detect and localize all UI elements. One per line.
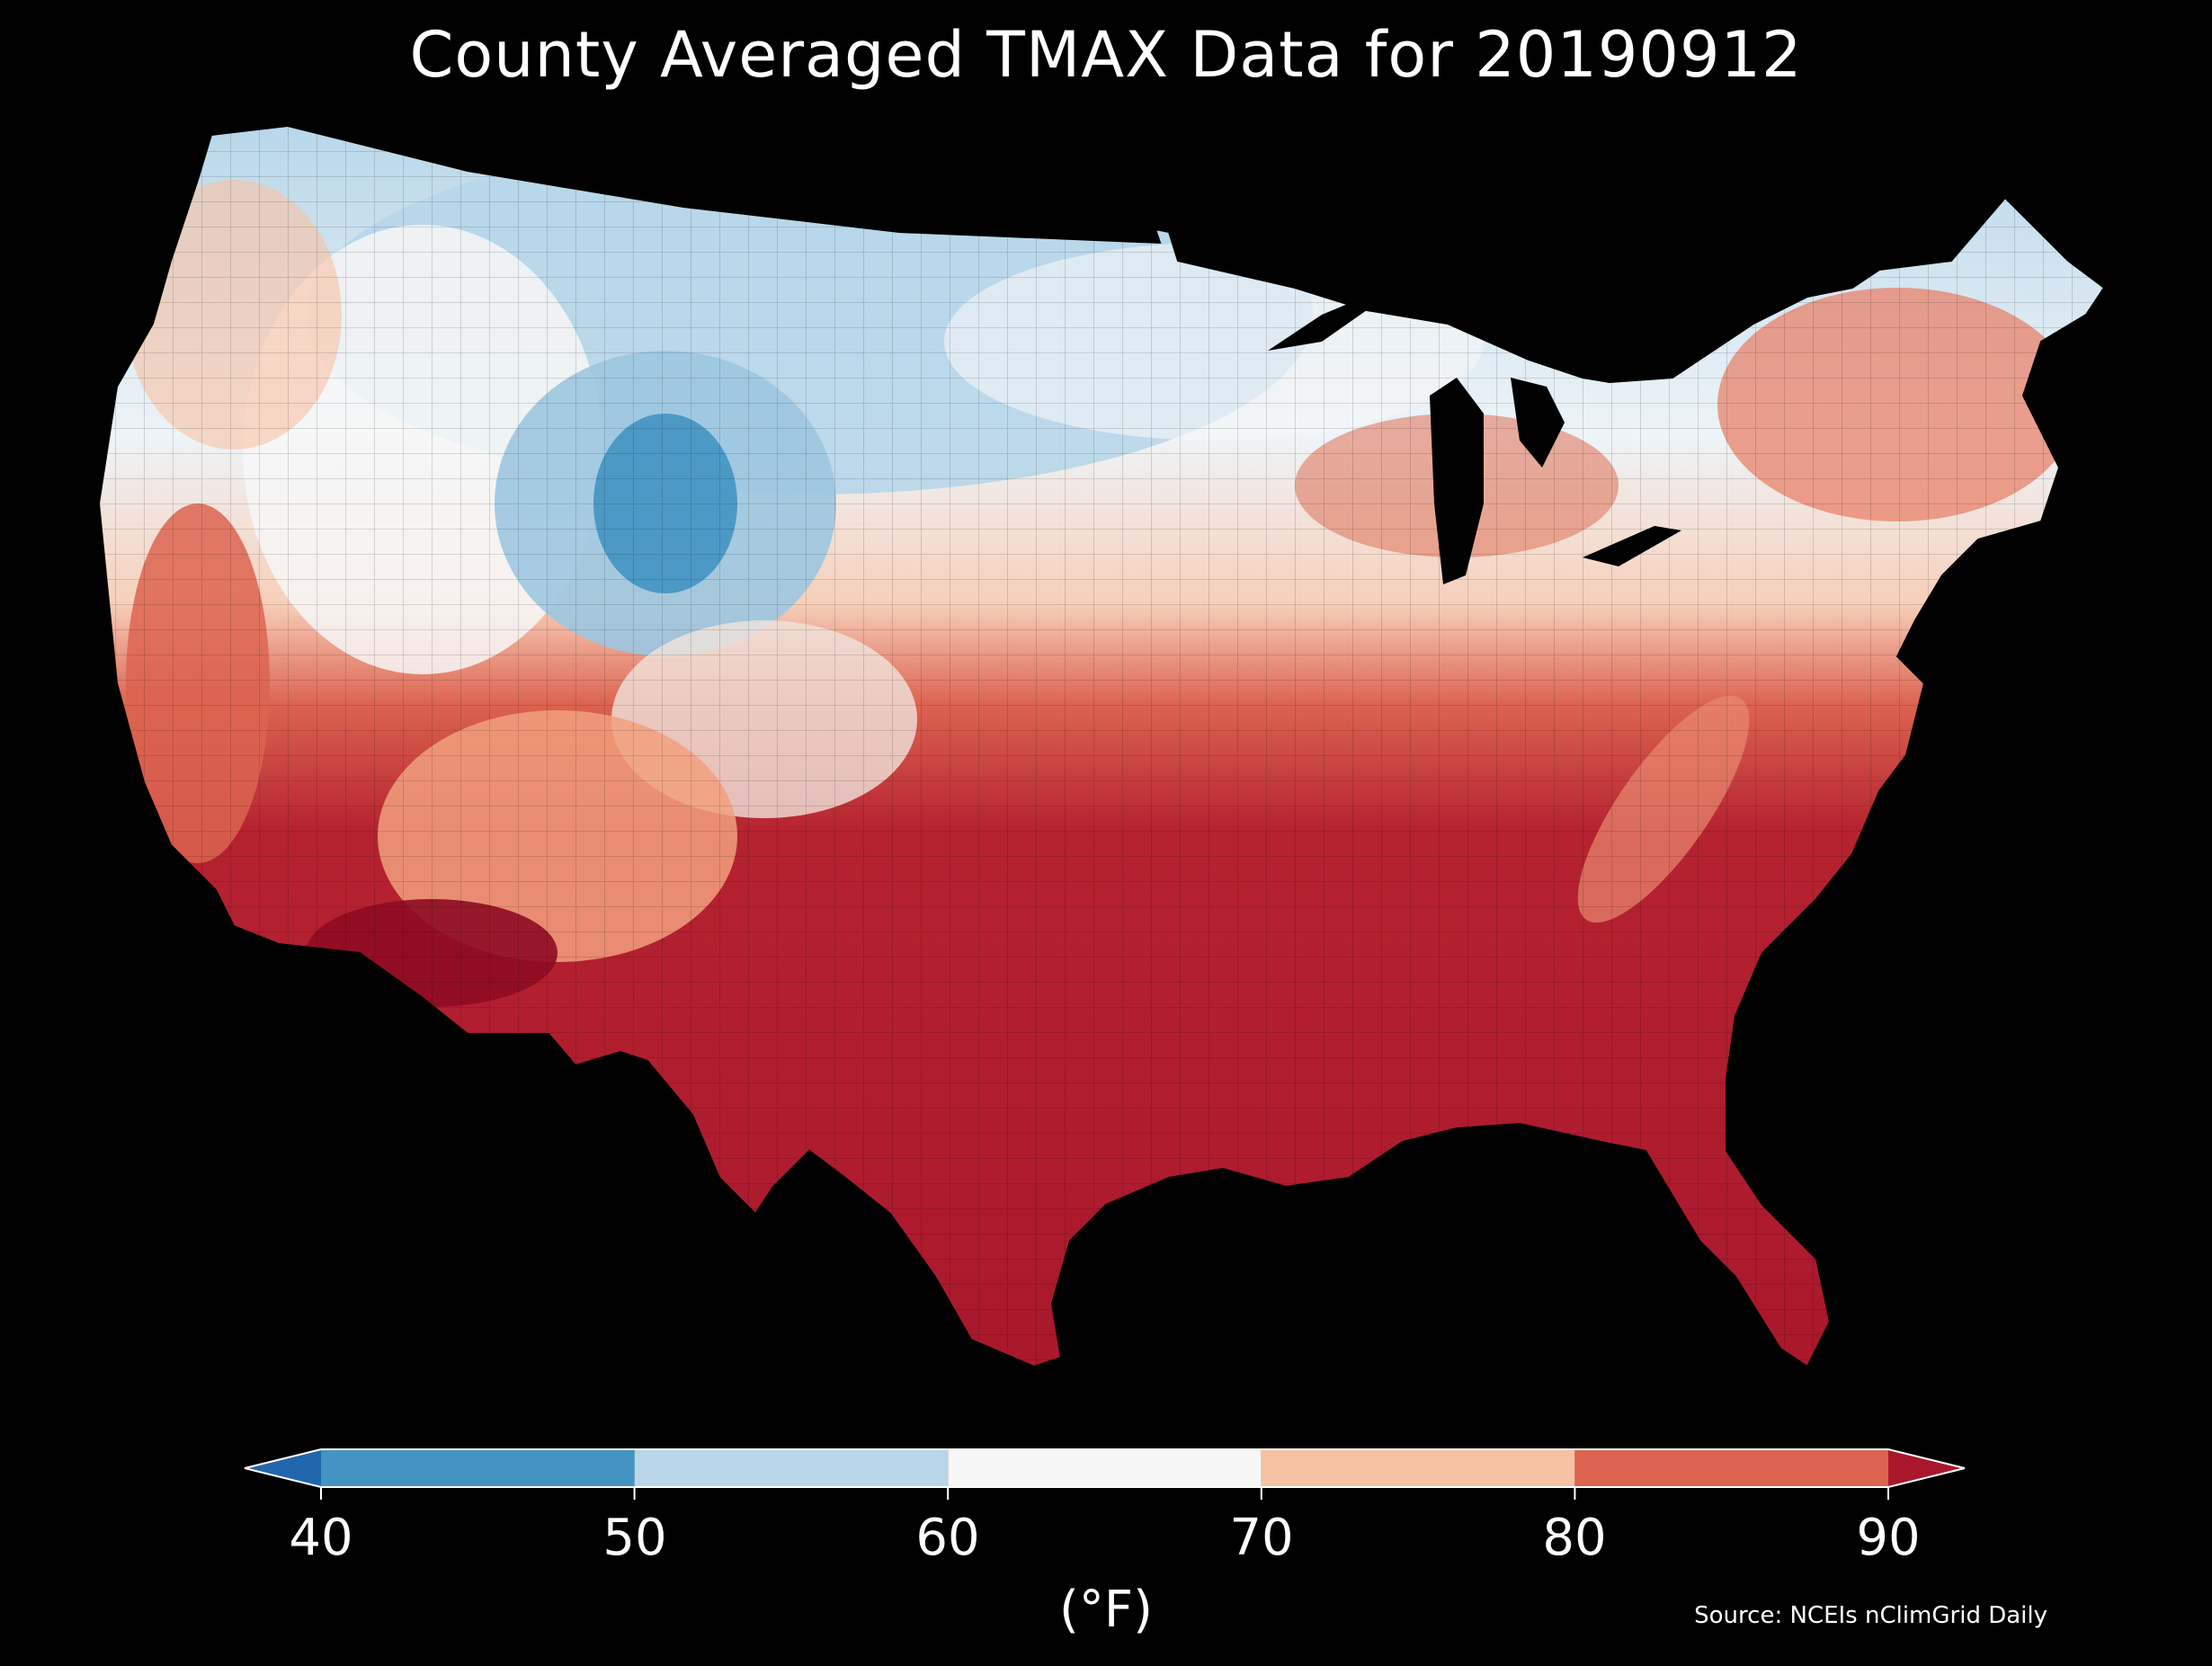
lake-erie (1583, 526, 1681, 566)
colorbar-tick-60: 60 (915, 1509, 980, 1567)
great-lakes (1268, 292, 1681, 584)
map-title: County Averaged TMAX Data for 20190912 (409, 18, 1803, 92)
colorbar-extend-high (1888, 1449, 1965, 1487)
colorbar-tick-50: 50 (602, 1509, 667, 1567)
colorbar-tick-80: 80 (1542, 1509, 1607, 1567)
colorbar-bin-80-90 (1574, 1449, 1888, 1487)
colorbar-tick-70: 70 (1229, 1509, 1294, 1567)
colorbar-tick-90: 90 (1856, 1509, 1921, 1567)
colorbar-bin-40-50 (321, 1449, 635, 1487)
lake-michigan (1430, 378, 1484, 584)
lake-superior (1268, 292, 1376, 351)
colorbar-bin-70-80 (1261, 1449, 1575, 1487)
colorbar-extend-low (245, 1449, 321, 1487)
lake-huron (1511, 378, 1565, 468)
source-credit: Source: NCEIs nClimGrid Daily (1694, 1602, 2047, 1629)
colorbar-bin-50-60 (634, 1449, 949, 1487)
colorbar-tick-40: 40 (289, 1509, 353, 1567)
colorbar-unit-label: (°F) (1059, 1581, 1153, 1639)
colorbar-bin-60-70 (948, 1449, 1262, 1487)
